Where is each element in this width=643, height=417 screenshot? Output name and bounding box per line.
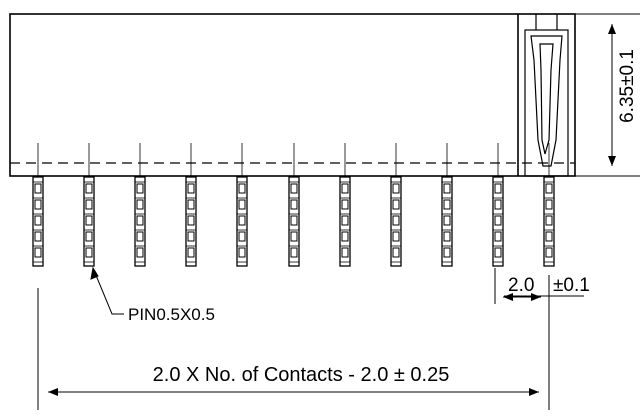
pin (32, 143, 44, 267)
pitch-value-label: 2.0 (508, 275, 534, 296)
pitch-tolerance-label: ±0.1 (553, 275, 590, 296)
height-dimension (575, 13, 640, 177)
pin (390, 143, 402, 267)
pin (492, 143, 504, 267)
contact-profile (524, 14, 569, 177)
pin (83, 143, 95, 267)
pin-size-leader (90, 266, 124, 315)
pin (236, 143, 248, 267)
pin (288, 143, 300, 267)
pin (441, 143, 453, 267)
connector-housing (9, 13, 576, 177)
pin (134, 143, 146, 267)
pin (543, 143, 555, 267)
pin (339, 143, 351, 267)
pin (185, 143, 197, 267)
pin-group (32, 143, 555, 267)
length-dimension-label: 2.0 X No. of Contacts - 2.0 ± 0.25 (153, 364, 450, 386)
length-dimension (37, 288, 550, 410)
pin-size-label: PIN0.5X0.5 (128, 305, 215, 324)
height-dimension-label: 6.35±0.1 (617, 49, 638, 123)
